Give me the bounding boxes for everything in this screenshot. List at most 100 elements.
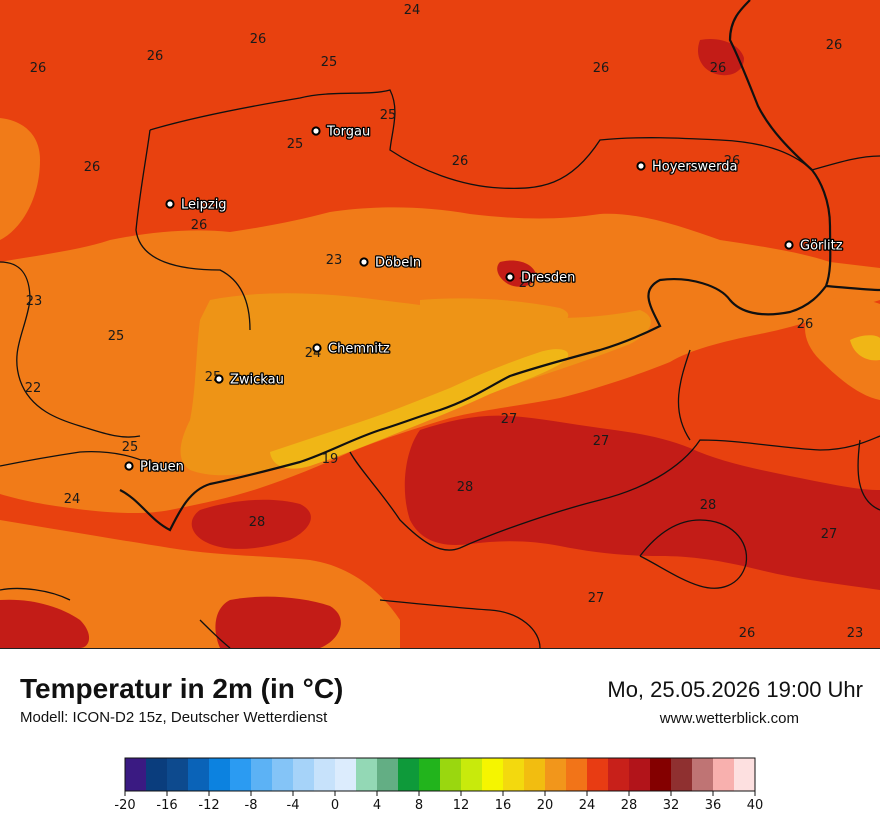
map-title: Temperatur in 2m (in °C) [20,673,344,704]
city-dot-icon [311,126,321,136]
colorbar-tick-label: 28 [621,798,638,813]
station-value: 26 [250,32,267,47]
colorbar-tick-label: -8 [245,798,258,813]
colorbar-tick-label: 12 [453,798,470,813]
colorbar-tick-label: -4 [287,798,300,813]
colorbar-cell [335,758,357,791]
station-value: 24 [64,492,81,507]
station-value: 26 [30,61,47,76]
city-dot-icon [505,272,515,282]
station-value: 26 [191,218,208,233]
station-value: 19 [322,452,339,467]
band-22-east-area [805,298,880,400]
station-value: 26 [519,276,536,291]
band-19-area [270,349,569,469]
station-value: 23 [26,294,43,309]
colorbar-tick-label: -16 [156,798,177,813]
city-marker-plauen: Plauen [124,458,185,476]
station-value: 27 [588,591,605,606]
city-label: Görlitz [800,239,843,254]
city-dot-icon [124,461,134,471]
colorbar-cell [503,758,525,791]
band-19-east-area [850,335,880,361]
temperature-colorbar: -20 -16 -12 -8 -4 0 4 8 12 16 20 24 28 32 36 40 [114,757,763,813]
colorbar-cell [692,758,714,791]
colorbar-tick-label: 36 [705,798,722,813]
city-marker-dresden: Dresden [505,269,577,287]
city-marker-zwickau: Zwickau [214,371,285,389]
city-label: Dresden [521,271,575,286]
city-marker-leipzig: Leipzig [165,196,228,214]
temperature-map: 24 26 26 26 25 26 26 26 25 25 26 26 26 26 23 23 25 26 25 22… [0,0,880,649]
colorbar-tick-label: -12 [198,798,219,813]
station-value: 25 [108,329,125,344]
city-markers: Torgau Hoyerswerda Leipzig Görlitz Döbeln Dre… [124,123,844,476]
colorbar-cell [671,758,693,791]
city-dot-icon [784,240,794,250]
station-value: 27 [501,412,518,427]
colorbar-cell [188,758,210,791]
colorbar-cell [461,758,483,791]
station-value: 26 [147,49,164,64]
map-svg: 24 26 26 26 25 26 26 26 25 25 26 26 26 26 23 23 25 26 25 22… [0,0,880,648]
city-label: Plauen [140,460,184,475]
station-value: 25 [287,137,304,152]
city-dot-icon [636,161,646,171]
colorbar-cell [482,758,504,791]
colorbar-cell [314,758,336,791]
region-borders [0,89,880,648]
station-value: 26 [724,154,741,169]
colorbar-cell [272,758,294,791]
station-value: 24 [404,3,421,18]
city-label: Hoyerswerda [652,160,738,175]
band-28-s2-area [0,599,90,648]
colorbar-cell [545,758,567,791]
model-info: Modell: ICON-D2 15z, Deutscher Wetterdie… [20,709,328,726]
city-marker-torgau: Torgau [311,123,372,141]
colorbar-cell [209,758,231,791]
colorbar-cell [629,758,651,791]
colorbar-outline [124,757,756,792]
colorbar-tick-label: 24 [579,798,596,813]
station-value: 26 [593,61,610,76]
city-label: Torgau [326,125,370,140]
colorbar-cell [230,758,252,791]
colorbar-cell [566,758,588,791]
map-footer: Temperatur in 2m (in °C) Modell: ICON-D2… [0,649,880,830]
city-label: Döbeln [375,256,421,271]
colorbar-cell [377,758,399,791]
station-value: 28 [457,480,474,495]
colorbar-cell [734,758,756,791]
band-22-west-area [0,118,40,240]
station-value: 26 [84,160,101,175]
station-value: 26 [797,317,814,332]
station-value: 23 [847,626,864,641]
city-marker-chemnitz: Chemnitz [312,340,391,358]
city-label: Leipzig [181,198,227,213]
colorbar-cell [146,758,168,791]
station-value: 28 [249,515,266,530]
city-dot-icon [312,343,322,353]
city-label: Chemnitz [328,342,390,357]
colorbar-cell [356,758,378,791]
colorbar-cell [587,758,609,791]
station-value: 26 [710,61,727,76]
city-marker-görlitz: Görlitz [784,237,844,255]
band-28-sw-area [191,499,311,549]
colorbar-cell [650,758,672,791]
station-value: 25 [321,55,338,70]
city-marker-hoyerswerda: Hoyerswerda [636,158,739,176]
colorbar-cell [608,758,630,791]
band-28-south-area [215,596,341,648]
colorbar-cell [524,758,546,791]
website-link[interactable]: www.wetterblick.com [659,710,799,727]
band-20-se-area [420,298,569,332]
station-value: 26 [739,626,756,641]
station-value: 26 [452,154,469,169]
city-marker-döbeln: Döbeln [359,254,422,272]
colorbar-tick-label: 8 [415,798,423,813]
city-dot-icon [359,257,369,267]
colorbar-ticks: -20 -16 -12 -8 -4 0 4 8 12 16 20 24 28 32 36 40 [114,791,763,813]
colorbar-tick-label: 4 [373,798,381,813]
station-value: 27 [821,527,838,542]
